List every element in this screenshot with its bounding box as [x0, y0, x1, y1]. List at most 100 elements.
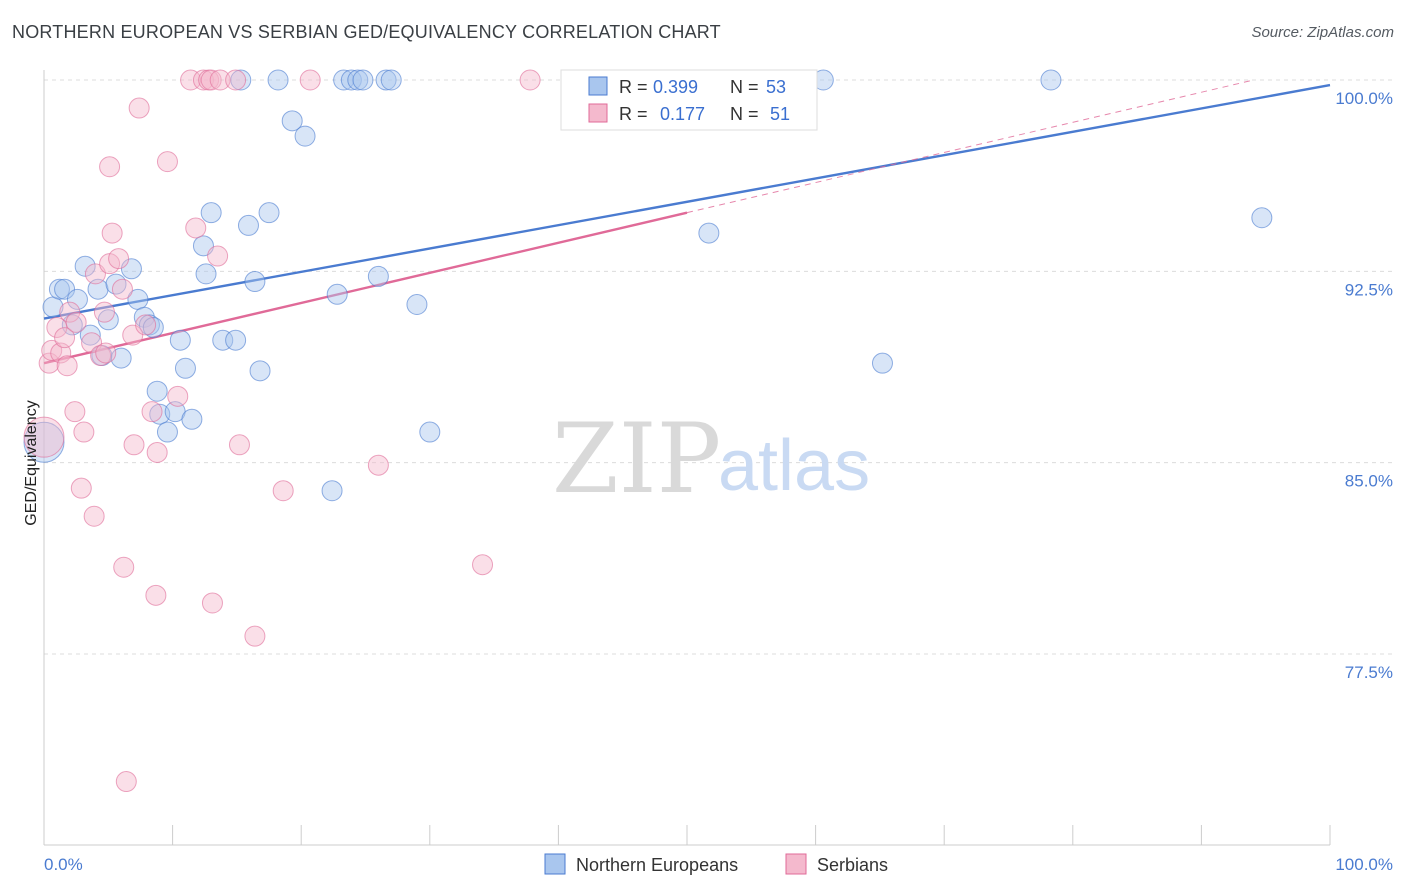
chart-title: NORTHERN EUROPEAN VS SERBIAN GED/EQUIVAL…	[12, 22, 721, 42]
serbian-point	[472, 554, 494, 576]
northern-european-point	[380, 69, 402, 91]
northern-european-point	[54, 278, 76, 300]
y-tick-label: 85.0%	[1345, 472, 1393, 491]
serbian-point	[122, 324, 144, 346]
serbian-point	[70, 477, 92, 499]
legend-swatch-blue	[588, 76, 608, 96]
serbian-point	[108, 248, 130, 270]
serbian-point	[101, 222, 123, 244]
bottom-legend-swatch-blue	[544, 853, 566, 875]
serbian-point	[156, 151, 178, 173]
y-tick-label: 77.5%	[1345, 663, 1393, 682]
y-tick-label: 92.5%	[1345, 280, 1393, 299]
serbian-point	[141, 401, 163, 423]
bottom-legend-label-blue: Northern Europeans	[576, 855, 738, 875]
trend-line-dashed-extension	[686, 79, 1253, 214]
serbian-point	[56, 355, 78, 377]
serbian-point	[65, 311, 87, 333]
trend-line-blue	[43, 83, 1331, 320]
northern-european-point	[340, 69, 362, 91]
northern-european-point	[1040, 69, 1062, 91]
serbian-point	[145, 584, 167, 606]
serbian-point	[367, 454, 389, 476]
bottom-legend: Northern Europeans Serbians	[544, 853, 888, 875]
legend: R = 0.399 N = 53 R = 0.177 N = 51	[560, 69, 818, 131]
northern-european-point	[237, 214, 259, 236]
serbian-point	[167, 385, 189, 407]
y-axis-title: GED/Equivalency	[23, 400, 40, 525]
trend-lines	[43, 79, 1331, 365]
northern-european-point	[871, 352, 893, 374]
northern-european-point	[23, 421, 65, 463]
northern-european-point	[230, 69, 252, 91]
x-tick-label: 0.0%	[44, 855, 83, 874]
serbian-point	[272, 480, 294, 502]
northern-european-point	[321, 480, 343, 502]
legend-r-label-pink: R =	[619, 104, 648, 124]
northern-european-point	[1251, 207, 1273, 229]
x-tick-label: 100.0%	[1335, 855, 1393, 874]
northern-european-point	[347, 69, 369, 91]
serbian-point	[83, 505, 105, 527]
northern-european-point	[192, 235, 214, 257]
serbian-point	[228, 434, 250, 456]
bottom-legend-label-pink: Serbians	[817, 855, 888, 875]
serbian-point	[59, 301, 81, 323]
y-tick-labels: 100.0% 92.5% 85.0% 77.5%	[1335, 89, 1393, 682]
serbian-point	[299, 69, 321, 91]
serbian-point	[201, 592, 223, 614]
northern-european-point	[181, 408, 203, 430]
gridlines	[44, 79, 1392, 655]
northern-european-point	[74, 255, 96, 277]
serbian-point	[207, 245, 229, 267]
northern-european-point	[156, 421, 178, 443]
serbian-point	[84, 263, 106, 285]
serbian-point	[135, 314, 157, 336]
watermark-atlas: atlas	[718, 426, 870, 506]
northern-european-point	[375, 69, 397, 91]
northern-european-point	[174, 357, 196, 379]
serbian-point	[99, 156, 121, 178]
northern-european-point	[87, 278, 109, 300]
legend-n-label-blue: N =	[730, 77, 759, 97]
legend-swatch-pink	[588, 103, 608, 123]
serbian-point	[95, 342, 117, 364]
serbian-point	[73, 421, 95, 443]
legend-r-label-blue: R =	[619, 77, 648, 97]
legend-n-value-pink: 51	[770, 104, 790, 124]
northern-european-point	[244, 271, 266, 293]
northern-european-point	[249, 360, 271, 382]
serbian-point	[180, 69, 202, 91]
northern-european-point	[120, 258, 142, 280]
legend-n-value-blue: 53	[766, 77, 786, 97]
northern-european-point	[225, 329, 247, 351]
source-label: Source: ZipAtlas.com	[1251, 24, 1394, 41]
northern-european-point	[61, 314, 83, 336]
serbian-point	[185, 217, 207, 239]
serbian-point	[200, 69, 222, 91]
x-tick-labels: 0.0% 100.0%	[44, 855, 1393, 874]
serbian-point	[23, 416, 65, 458]
legend-r-value-blue: 0.399	[653, 77, 698, 97]
serbian-point	[128, 97, 150, 119]
serbian-point	[111, 278, 133, 300]
northern-european-point	[326, 283, 348, 305]
serbian-point	[41, 339, 63, 361]
serbian-point	[93, 301, 115, 323]
northern-european-point	[146, 380, 168, 402]
northern-european-point	[48, 278, 70, 300]
northern-european-point	[149, 403, 171, 425]
northern-european-point	[367, 265, 389, 287]
serbian-point	[225, 69, 247, 91]
northern-european-point	[212, 329, 234, 351]
trend-line-pink	[43, 211, 688, 365]
northern-european-point	[352, 69, 374, 91]
northern-european-point	[267, 69, 289, 91]
northern-european-point	[419, 421, 441, 443]
serbian-point	[209, 69, 231, 91]
y-tick-label: 100.0%	[1335, 89, 1393, 108]
serbian-point	[54, 327, 76, 349]
serbian-point	[81, 332, 103, 354]
legend-r-value-pink: 0.177	[660, 104, 705, 124]
